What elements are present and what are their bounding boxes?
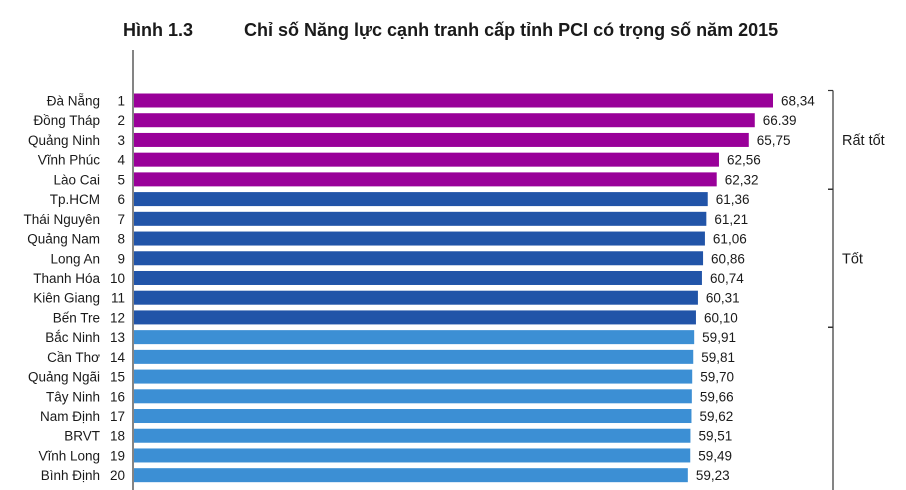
bar: [134, 132, 749, 147]
bar: [134, 231, 705, 246]
bar: [134, 428, 691, 443]
bar: [134, 349, 694, 364]
data-label: 59,91: [702, 330, 736, 345]
data-label: 59,23: [696, 468, 730, 483]
rank-label: 12: [110, 310, 125, 325]
bar: [134, 113, 755, 128]
data-label: 59,62: [699, 409, 733, 424]
bar: [134, 251, 704, 266]
rank-label: 9: [117, 251, 125, 266]
category-label: Tây Ninh: [46, 389, 100, 404]
rank-label: 14: [110, 350, 126, 365]
bar: [134, 409, 692, 424]
data-label: 59,51: [698, 429, 732, 444]
bar: [134, 330, 695, 345]
category-label: Đà Nẵng: [47, 94, 100, 109]
rank-label: 2: [117, 113, 125, 128]
bar: [134, 310, 696, 325]
category-label: Quảng Ninh: [28, 133, 100, 148]
category-label: Vĩnh Phúc: [38, 153, 101, 168]
data-label: 62,32: [725, 172, 759, 187]
bar: [134, 290, 698, 305]
data-label: 60,10: [704, 310, 738, 325]
rank-label: 8: [117, 232, 125, 247]
group-label: Tốt: [842, 251, 863, 267]
category-label: Đồng Tháp: [33, 113, 100, 128]
data-label: 60,31: [706, 291, 740, 306]
rank-label: 4: [117, 153, 125, 168]
rank-label: 7: [117, 212, 125, 227]
group-label: Rất tốt: [842, 133, 885, 149]
data-label: 66.39: [763, 113, 797, 128]
data-label: 61,06: [713, 232, 747, 247]
category-label: Long An: [50, 251, 100, 266]
category-label: Quảng Nam: [27, 232, 100, 247]
data-label: 59,70: [700, 370, 734, 385]
rank-label: 15: [110, 370, 125, 385]
rank-label: 16: [110, 389, 125, 404]
category-label: Nam Định: [40, 409, 100, 424]
category-label: Cần Thơ: [47, 350, 100, 365]
category-label: Vĩnh Long: [38, 448, 100, 463]
rank-label: 5: [117, 172, 125, 187]
category-label: Quảng Ngãi: [28, 370, 100, 385]
data-label: 61,21: [714, 212, 748, 227]
data-label: 59,49: [698, 448, 732, 463]
bar: [134, 93, 773, 108]
bar: [134, 211, 707, 226]
rank-label: 20: [110, 468, 125, 483]
category-label: Bắc Ninh: [45, 330, 100, 345]
category-label: Thanh Hóa: [33, 271, 100, 286]
data-label: 60,86: [711, 251, 745, 266]
data-label: 65,75: [757, 133, 791, 148]
bar: [134, 192, 708, 207]
rank-label: 1: [117, 94, 125, 109]
data-label: 59,66: [700, 389, 734, 404]
figure-title: Chỉ số Năng lực cạnh tranh cấp tỉnh PCI …: [244, 20, 779, 40]
bar: [134, 448, 691, 463]
bar: [134, 389, 692, 404]
rank-label: 6: [117, 192, 125, 207]
category-label: Lào Cai: [53, 172, 100, 187]
figure-number: Hình 1.3: [123, 20, 194, 40]
bar: [134, 468, 688, 483]
rank-label: 18: [110, 429, 125, 444]
rank-label: 11: [111, 291, 125, 306]
data-label: 59,81: [701, 350, 735, 365]
data-label: 62,56: [727, 153, 761, 168]
category-label: Kiên Giang: [33, 291, 100, 306]
rank-label: 17: [110, 409, 125, 424]
rank-label: 13: [110, 330, 125, 345]
category-label: BRVT: [64, 429, 100, 444]
bar: [134, 152, 719, 167]
category-label: Tp.HCM: [50, 192, 100, 207]
data-label: 61,36: [716, 192, 750, 207]
rank-label: 10: [110, 271, 125, 286]
bar: [134, 270, 702, 285]
category-label: Thái Nguyên: [23, 212, 100, 227]
rank-label: 19: [110, 448, 125, 463]
data-label: 68,34: [781, 94, 815, 109]
bar: [134, 172, 717, 187]
category-label: Bình Định: [41, 468, 100, 483]
data-label: 60,74: [710, 271, 744, 286]
category-label: Bến Tre: [53, 310, 100, 325]
bar: [134, 369, 693, 384]
rank-label: 3: [117, 133, 125, 148]
